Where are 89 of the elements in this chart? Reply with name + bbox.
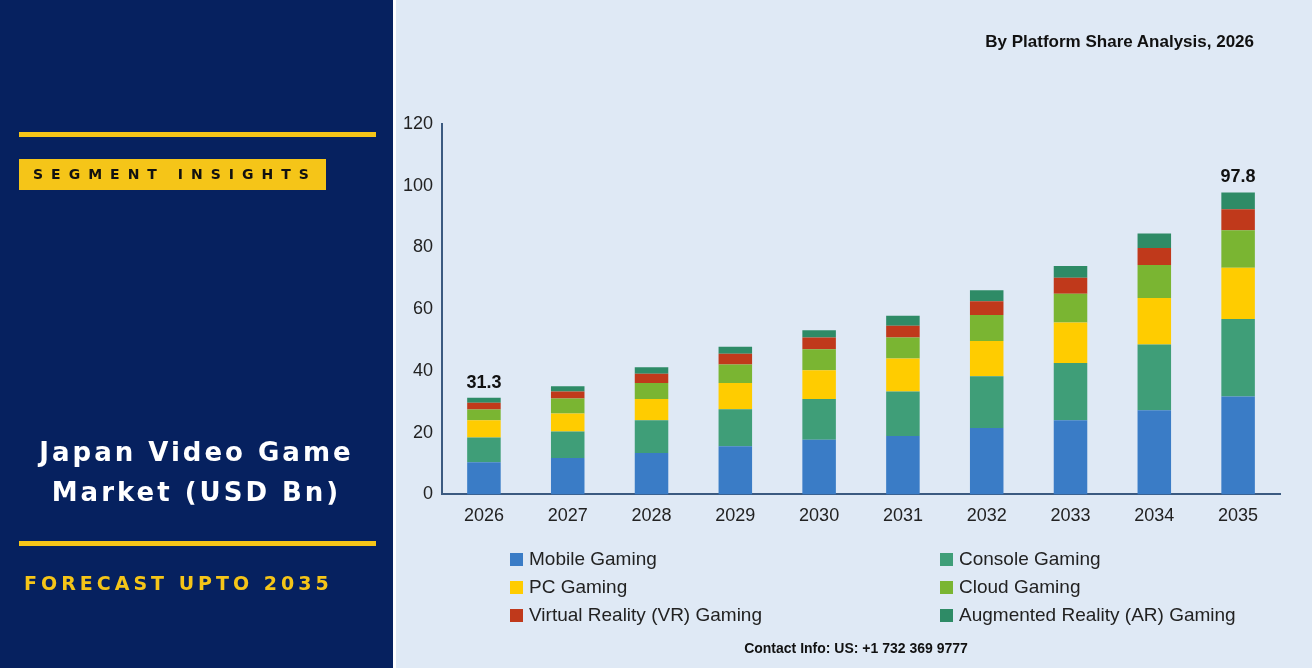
bar — [802, 399, 836, 440]
legend-label: Augmented Reality (AR) Gaming — [959, 604, 1236, 625]
bar — [467, 462, 501, 495]
bar — [1221, 230, 1255, 268]
bar — [718, 346, 753, 354]
x-tick-label: 2033 — [1050, 505, 1091, 526]
y-tick-label: 80 — [413, 236, 434, 257]
bar — [467, 402, 501, 410]
bar — [467, 409, 501, 421]
legend-label: Console Gaming — [959, 548, 1101, 569]
bar — [467, 437, 501, 463]
y-tick-label: 0 — [423, 483, 434, 504]
text: Contact Info: US: +1 732 369 9777 — [743, 640, 969, 656]
bar — [1053, 420, 1088, 495]
bar — [718, 353, 753, 365]
bar — [467, 420, 501, 438]
bar — [1221, 396, 1255, 495]
bar — [1053, 265, 1088, 278]
bar — [1053, 362, 1088, 421]
bar — [1137, 344, 1172, 411]
x-tick-label: 2027 — [547, 505, 588, 526]
bar — [1137, 265, 1172, 299]
bar — [634, 420, 669, 454]
bar — [718, 382, 753, 410]
legend-label: Cloud Gaming — [959, 576, 1081, 597]
bar — [634, 399, 669, 421]
bar — [634, 382, 669, 400]
bar — [718, 364, 753, 383]
legend-label: PC Gaming — [529, 576, 628, 597]
bar — [550, 398, 585, 414]
bar — [634, 453, 669, 495]
y-tick-label: 100 — [402, 174, 434, 195]
total-label: 31.3 — [466, 371, 502, 392]
bar — [550, 431, 585, 458]
bar — [969, 315, 1004, 341]
bar — [1053, 277, 1088, 294]
bar — [886, 325, 920, 338]
bar — [1137, 298, 1172, 345]
chart-subtitle: By Platform Share Analysis, 2026 — [985, 32, 1254, 52]
bar — [886, 337, 920, 359]
bar — [550, 413, 585, 432]
x-tick-label: 2035 — [1218, 505, 1259, 526]
bar — [1053, 293, 1088, 323]
bar — [802, 337, 836, 350]
bar — [1137, 248, 1172, 266]
bar — [634, 367, 669, 374]
bar — [550, 386, 585, 392]
bar — [718, 409, 753, 447]
bar — [886, 436, 920, 495]
legend-label: Mobile Gaming — [529, 548, 657, 569]
bar — [467, 397, 501, 403]
bar — [969, 340, 1004, 377]
bar — [969, 301, 1004, 316]
bar — [634, 373, 669, 383]
total-label: 97.8 — [1220, 166, 1256, 187]
bar — [1221, 267, 1255, 320]
x-tick-label: 2034 — [1134, 505, 1175, 526]
x-tick-label: 2026 — [463, 505, 504, 526]
bar — [802, 439, 836, 495]
bar — [969, 376, 1004, 429]
bar — [550, 457, 585, 495]
text: Japan Video Game Market (USD Bn) — [36, 436, 355, 509]
x-tick-label: 2028 — [631, 505, 672, 526]
bar — [969, 428, 1004, 495]
x-tick-label: 2031 — [882, 505, 923, 526]
x-tick-label: 2030 — [799, 505, 840, 526]
bar — [802, 330, 836, 338]
bar — [802, 370, 836, 400]
text: FORECAST UPTO 2035 — [24, 572, 333, 594]
bar — [1221, 319, 1255, 397]
y-tick-label: 120 — [402, 112, 434, 133]
bar — [886, 391, 920, 437]
y-tick-label: 60 — [413, 298, 434, 319]
bar — [718, 446, 753, 495]
bar — [1053, 322, 1088, 363]
bar — [1221, 209, 1255, 231]
x-tick-label: 2029 — [715, 505, 756, 526]
legend-label: Virtual Reality (VR) Gaming — [529, 604, 763, 625]
bar — [1137, 233, 1172, 249]
bar — [1221, 192, 1255, 210]
bar — [969, 290, 1004, 302]
y-tick-label: 40 — [413, 359, 434, 380]
bar — [802, 349, 836, 371]
y-tick-label: 20 — [413, 421, 434, 442]
text: SEGMENT INSIGHTS — [19, 159, 326, 190]
bar — [886, 315, 920, 326]
x-tick-label: 2032 — [966, 505, 1007, 526]
bar — [1137, 410, 1172, 495]
bar — [886, 358, 920, 392]
